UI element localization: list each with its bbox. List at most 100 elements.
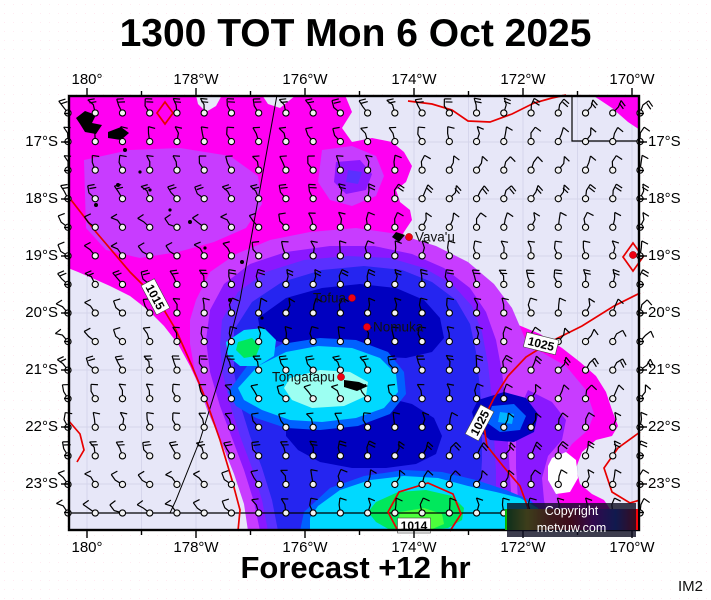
wind-barb xyxy=(278,212,290,231)
place-label: Nomuka xyxy=(373,320,424,335)
wind-barb xyxy=(282,268,294,289)
band-violet-nw xyxy=(84,148,262,258)
wind-barb xyxy=(472,326,483,346)
lon-label-top: 174°W xyxy=(391,71,437,88)
place-label: Vava'u xyxy=(415,230,455,245)
wind-barb xyxy=(82,499,99,517)
wind-barb xyxy=(500,126,513,146)
wind-barb xyxy=(363,497,376,517)
wind-barb xyxy=(279,155,290,174)
wind-barb xyxy=(303,384,317,403)
place-marker: Tofua xyxy=(313,291,356,306)
wind-barb xyxy=(525,269,535,289)
wind-barb xyxy=(251,498,263,517)
wind-barb xyxy=(91,154,100,174)
wind-barb xyxy=(362,412,372,431)
wind-barb xyxy=(472,240,482,260)
inset-corner-line xyxy=(571,95,640,142)
wind-barb xyxy=(391,154,402,174)
wind-barb xyxy=(581,127,597,146)
place-label: Tongatapu xyxy=(272,370,335,385)
wind-barb xyxy=(358,98,372,117)
wind-barb xyxy=(444,269,455,289)
wind-barb xyxy=(276,384,290,403)
wind-barb xyxy=(90,383,99,403)
wind-barb xyxy=(84,213,99,231)
wind-barb xyxy=(221,498,236,517)
wind-barb xyxy=(363,469,377,489)
wind-barb xyxy=(336,468,348,489)
lon-label-bottom: 170°W xyxy=(609,539,655,556)
wind-barb xyxy=(306,412,317,431)
wind-barb xyxy=(418,268,428,289)
place-marker xyxy=(629,251,637,259)
wind-barb xyxy=(118,383,127,403)
wind-barb xyxy=(87,183,99,203)
wind-barb xyxy=(445,497,457,517)
isobar-1015 xyxy=(67,195,241,532)
wind-barb xyxy=(198,155,208,174)
wind-barb xyxy=(417,326,427,346)
wind-barb xyxy=(172,155,181,174)
wind-barb xyxy=(200,326,209,346)
wind-barb xyxy=(224,412,236,431)
wind-barb xyxy=(391,411,401,431)
wind-barb xyxy=(445,155,460,174)
wind-barb xyxy=(418,212,432,231)
wind-barb xyxy=(391,240,402,260)
wind-barb xyxy=(472,497,484,517)
wind-barb xyxy=(581,469,595,489)
wind-barb xyxy=(581,155,597,174)
wind-barb xyxy=(116,98,127,117)
wind-barb xyxy=(581,99,598,117)
wind-barb xyxy=(252,98,263,117)
wind-barb xyxy=(416,383,426,403)
wind-barb xyxy=(417,126,426,146)
wind-barb xyxy=(224,383,236,403)
wind-barb xyxy=(553,240,563,260)
wind-barb xyxy=(418,297,428,317)
lon-label-bottom: 174°W xyxy=(391,539,437,556)
wind-barb xyxy=(112,326,127,346)
wind-barb xyxy=(445,383,455,403)
wind-barb xyxy=(136,500,154,517)
wind-barb xyxy=(85,355,99,374)
wind-barb xyxy=(363,154,373,174)
wind-barb xyxy=(193,241,208,260)
wind-barb xyxy=(118,411,128,431)
place-marker: Tongatapu xyxy=(272,370,345,385)
wind-barb xyxy=(171,355,181,374)
lon-label-top: 178°W xyxy=(173,71,219,88)
wind-barb xyxy=(255,297,268,317)
wind-barb xyxy=(278,183,290,203)
wind-barb xyxy=(250,469,263,489)
wind-barb xyxy=(222,241,236,260)
lat-label-left: 20°S xyxy=(25,304,58,321)
wind-barb xyxy=(142,298,154,317)
wind-barb xyxy=(305,126,317,146)
lat-label-left: 21°S xyxy=(25,361,58,378)
wind-barb xyxy=(137,242,154,260)
wind-barb xyxy=(554,127,570,146)
wind-barbs-layer xyxy=(54,97,655,517)
lon-label-bottom: 172°W xyxy=(500,539,546,556)
isobar-value: 1025 xyxy=(526,334,556,354)
wind-barb xyxy=(581,183,597,203)
wind-barb xyxy=(527,441,543,460)
wind-barb xyxy=(500,97,511,117)
wind-barb xyxy=(445,411,459,431)
wind-barb xyxy=(386,98,399,117)
wind-barb xyxy=(445,212,460,231)
isobar-lines xyxy=(67,94,645,532)
wind-barb xyxy=(581,297,596,317)
wind-barb xyxy=(500,383,513,403)
isobar-north xyxy=(407,94,567,123)
wind-barb xyxy=(146,154,154,174)
wind-barb xyxy=(527,126,542,146)
wind-barb xyxy=(87,98,99,117)
wind-barb xyxy=(118,154,127,174)
wind-barb xyxy=(581,211,594,231)
wind-barb xyxy=(309,268,322,289)
wind-barb xyxy=(609,358,627,374)
wind-barb xyxy=(445,470,461,489)
